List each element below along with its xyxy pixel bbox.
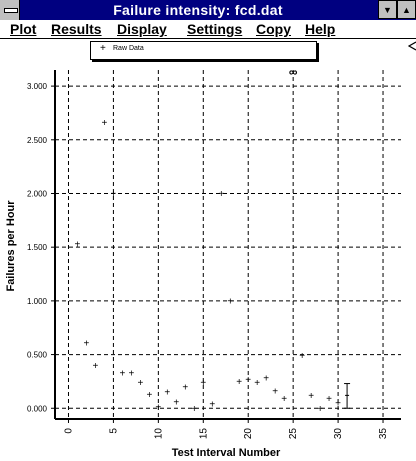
minimize-button[interactable]: ▼ [378,0,397,19]
window-title: Failure intensity: fcd.dat [113,2,283,18]
maximize-button[interactable]: ▲ [397,0,416,19]
menu-results[interactable]: Results [51,21,102,37]
menu-settings-label: Settings [187,21,243,37]
menu-help-label: Help [305,21,336,37]
menu-copy-label: Copy [256,21,291,37]
resize-handle-icon[interactable] [408,41,416,51]
menu-display-label: Display [117,21,167,37]
menu-bar: Plot Results Display Settings Copy Help [0,20,416,39]
menu-settings[interactable]: Settings [187,21,242,37]
legend-marker: + [100,43,106,54]
legend-label: Raw Data [113,45,144,52]
plot-area [0,39,416,461]
menu-display[interactable]: Display [117,21,167,37]
menu-plot-label: Plot [10,21,37,37]
menu-results-label: Results [51,21,102,37]
title-bar: Failure intensity: fcd.dat ▼ ▲ [0,0,416,20]
menu-help[interactable]: Help [305,21,335,37]
menu-copy[interactable]: Copy [256,21,291,37]
system-menu-button[interactable] [0,0,20,20]
system-menu-icon [4,8,18,13]
legend[interactable]: + Raw Data [90,41,317,60]
menu-plot[interactable]: Plot [10,21,36,37]
